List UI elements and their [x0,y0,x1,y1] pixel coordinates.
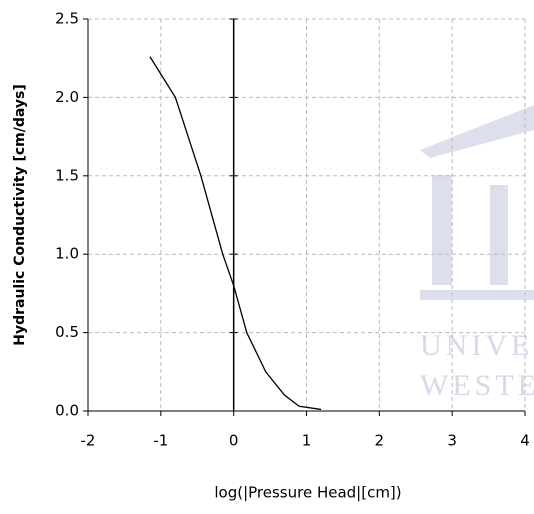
y-axis-label: Hydraulic Conductivity [cm/days] [12,84,28,346]
watermark-text: WESTE [420,369,534,402]
watermark-text: UNIVE [420,329,533,362]
y-tick-label: 2.0 [55,88,79,106]
y-tick-label: 2.5 [55,10,79,28]
x-tick-label: 3 [447,432,457,450]
y-tick-label: 0.5 [55,323,79,341]
data-line [149,56,322,411]
y-tick-label: 0.0 [55,402,79,420]
y-tick-label: 1.0 [55,245,79,263]
x-axis-label: log(|Pressure Head|[cm]) [214,484,401,502]
watermark-logo [420,105,534,300]
x-tick-label: -1 [153,432,168,450]
x-tick-label: 0 [229,432,239,450]
x-tick-label: 1 [302,432,312,450]
x-tick-label: 4 [520,432,530,450]
x-tick-label: 2 [375,432,385,450]
x-tick-label: -2 [81,432,96,450]
y-tick-label: 1.5 [55,166,79,184]
